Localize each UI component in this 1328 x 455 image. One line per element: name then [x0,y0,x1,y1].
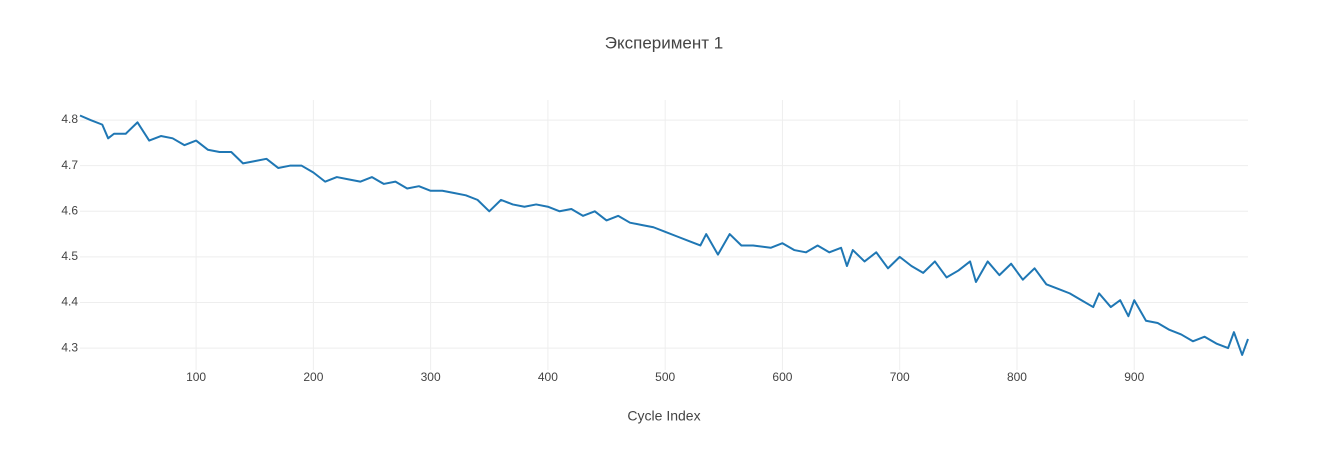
x-tick-label: 600 [772,370,792,384]
y-tick-label: 4.4 [61,295,78,309]
y-tick-label: 4.5 [61,249,78,263]
y-tick-label: 4.8 [61,112,78,126]
chart-title: Эксперимент 1 [605,33,723,52]
x-tick-label: 400 [538,370,558,384]
y-tick-label: 4.6 [61,203,78,217]
data-line [79,114,1249,356]
y-tick-label: 4.7 [61,158,78,172]
x-tick-label: 500 [655,370,675,384]
x-tick-label: 800 [1007,370,1027,384]
x-tick-label: 200 [303,370,323,384]
y-tick-label: 4.3 [61,340,78,354]
x-tick-label: 300 [421,370,441,384]
x-tick-label: 900 [1124,370,1144,384]
x-tick-label: 100 [186,370,206,384]
x-tick-label: 700 [890,370,910,384]
x-axis-label: Cycle Index [627,408,700,424]
